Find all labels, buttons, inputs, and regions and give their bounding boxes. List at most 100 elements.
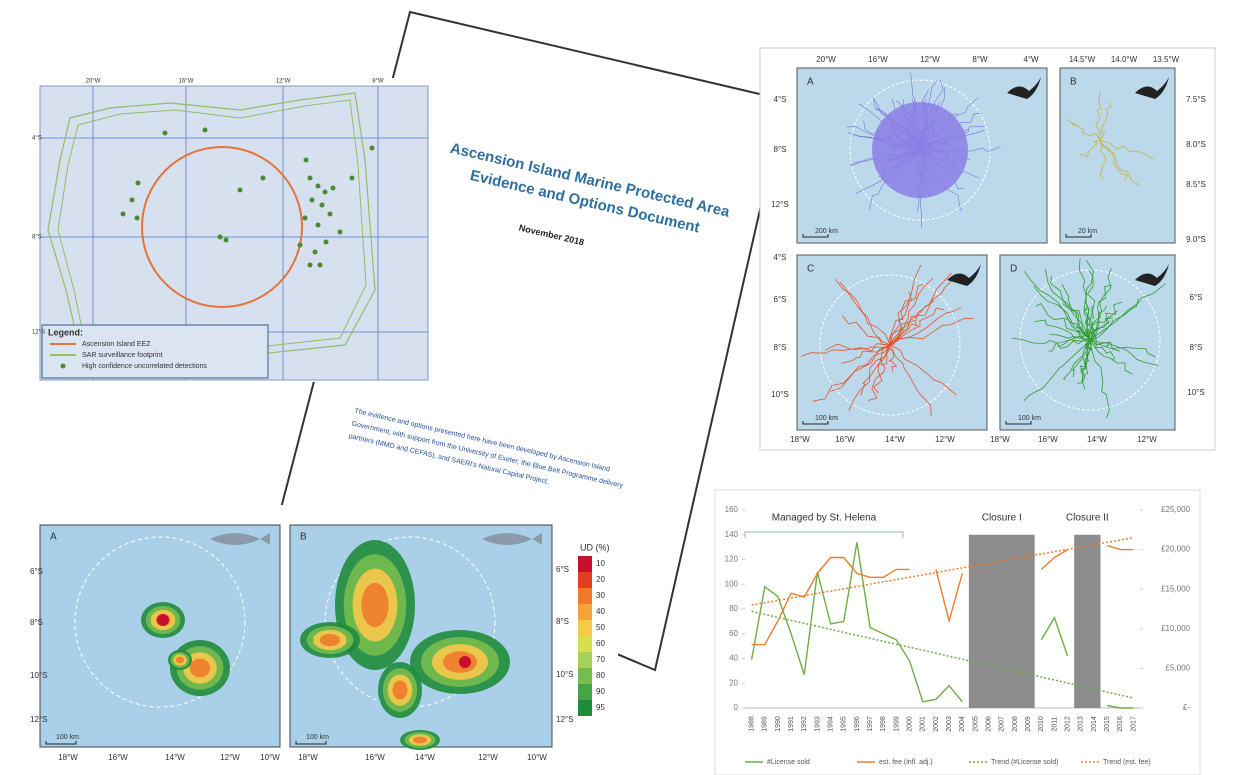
map-axis-label: 16°W	[835, 435, 855, 444]
map-axis-label: 4°W	[1023, 55, 1039, 64]
map-axis-label: 8°S	[32, 235, 42, 241]
map-axis-label: 10°S	[771, 390, 788, 399]
legend-label: 30	[596, 591, 605, 600]
map-axis-label: 18°W	[990, 435, 1010, 444]
scale-label: 100 km	[56, 734, 79, 741]
core-area	[872, 102, 968, 198]
legend-label: est. fee (infl. adj.)	[879, 759, 933, 766]
x-tick-label: 1990	[775, 716, 782, 732]
legend-swatch	[578, 556, 592, 572]
y-tick-label: 20	[729, 678, 738, 687]
x-tick-label: 1993	[814, 716, 821, 732]
closure-span	[1074, 535, 1100, 708]
map-axis-label: 16°W	[365, 753, 385, 762]
x-tick-label: 2010	[1038, 716, 1045, 732]
x-tick-label: 2007	[999, 716, 1006, 732]
scale-label: 100 km	[815, 415, 838, 422]
legend-label: High confidence uncorrelated detections	[82, 363, 207, 370]
map-axis-label: 12°W	[1137, 435, 1157, 444]
map-axis-label: 12°W	[276, 79, 291, 85]
legend-title: Legend:	[48, 327, 83, 337]
legend-label: 50	[596, 623, 605, 632]
collage: Ascension Island Marine Protected AreaEv…	[0, 0, 1243, 775]
legend-label: Trend (est. fee)	[1103, 759, 1151, 766]
sar-map: 20°W16°W12°W8°W4°S8°S12°SLegend:Ascensio…	[28, 78, 430, 382]
span-label: Closure II	[1066, 513, 1109, 524]
y2-tick-label: £10,000	[1161, 624, 1190, 633]
y-tick-label: 140	[725, 530, 739, 539]
y2-tick-label: £-	[1183, 703, 1190, 712]
map-axis-label: 9.0°S	[1186, 235, 1206, 244]
map-axis-label: 10°S	[556, 670, 573, 679]
panel-label: A	[50, 532, 57, 543]
x-tick-label: 2012	[1064, 716, 1071, 732]
legend-label: 40	[596, 607, 605, 616]
legend-swatch	[578, 604, 592, 620]
x-tick-label: 1997	[867, 716, 874, 732]
x-tick-label: 2016	[1117, 716, 1124, 732]
map-axis-label: 7.5°S	[1186, 95, 1206, 104]
map-axis-label: 12°S	[771, 200, 788, 209]
map-axis-label: 20°W	[86, 79, 101, 85]
map-axis-label: 18°W	[298, 753, 318, 762]
x-tick-label: 2004	[959, 716, 966, 732]
map-axis-label: 12°S	[556, 715, 573, 724]
seabird-maps: A200 kmB20 kmC100 kmD100 km20°W16°W12°W8…	[760, 48, 1215, 450]
ud-core	[459, 656, 471, 668]
x-tick-label: 1999	[893, 716, 900, 732]
x-tick-label: 2008	[1012, 716, 1019, 732]
map-axis-label: 6°S	[774, 295, 787, 304]
panel-label: C	[807, 264, 814, 275]
legend-swatch	[578, 572, 592, 588]
map-axis-label: 8.0°S	[1186, 140, 1206, 149]
ud-contour	[320, 634, 340, 646]
map-axis-label: 18°W	[58, 753, 78, 762]
map-axis-label: 8°S	[774, 343, 787, 352]
legend-swatch	[61, 364, 66, 369]
ud-core	[157, 614, 169, 626]
map-axis-label: 8.5°S	[1186, 180, 1206, 189]
map-axis-label: 14°W	[1087, 435, 1107, 444]
scale-label: 100 km	[306, 734, 329, 741]
x-tick-label: 2009	[1025, 716, 1032, 732]
map-axis-label: 18°W	[790, 435, 810, 444]
map-axis-label: 8°W	[372, 79, 384, 85]
map-axis-label: 4°S	[32, 136, 42, 142]
map-axis-label: 8°S	[556, 617, 569, 626]
map-axis-label: 6°S	[1190, 293, 1203, 302]
x-tick-label: 2011	[1051, 716, 1058, 731]
x-tick-label: 2015	[1104, 716, 1111, 732]
map-axis-label: 14.5°W	[1069, 55, 1096, 64]
y-tick-label: 0	[734, 703, 739, 712]
legend-swatch	[578, 684, 592, 700]
map-axis-label: 12°W	[935, 435, 955, 444]
y2-tick-label: £25,000	[1161, 505, 1190, 514]
ud-contour	[393, 680, 408, 699]
map-axis-label: 16°W	[108, 753, 128, 762]
closure-span	[969, 535, 1035, 708]
legend-label: #License sold	[767, 759, 810, 766]
legend-swatch	[578, 620, 592, 636]
legend-label: SAR surveillance footprint	[82, 352, 163, 359]
x-tick-label: 2014	[1091, 716, 1098, 732]
map-axis-label: 16°W	[1038, 435, 1058, 444]
map-axis-label: 14.0°W	[1111, 55, 1138, 64]
map-axis-label: 10°S	[30, 671, 47, 680]
ud-contour	[176, 657, 184, 664]
legend-label: 95	[596, 703, 605, 712]
tuna-maps: A100 kmB100 km6°S8°S10°S12°S6°S8°S10°S12…	[20, 505, 618, 775]
ud-contour	[190, 658, 210, 677]
y-tick-label: 60	[729, 629, 738, 638]
panel-label: D	[1010, 264, 1017, 275]
y2-tick-label: £5,000	[1166, 664, 1191, 673]
bracket-label: Managed by St. Helena	[772, 513, 877, 524]
legend-swatch	[578, 588, 592, 604]
legend-label: Ascension Island EEZ	[82, 341, 151, 348]
scale-label: 20 km	[1078, 228, 1097, 235]
legend-label: 20	[596, 575, 605, 584]
x-tick-label: 1988	[748, 716, 755, 732]
map-axis-label: 4°S	[774, 95, 787, 104]
x-tick-label: 2001	[920, 716, 927, 732]
legend-label: 10	[596, 559, 605, 568]
map-axis-label: 12°S	[30, 715, 47, 724]
